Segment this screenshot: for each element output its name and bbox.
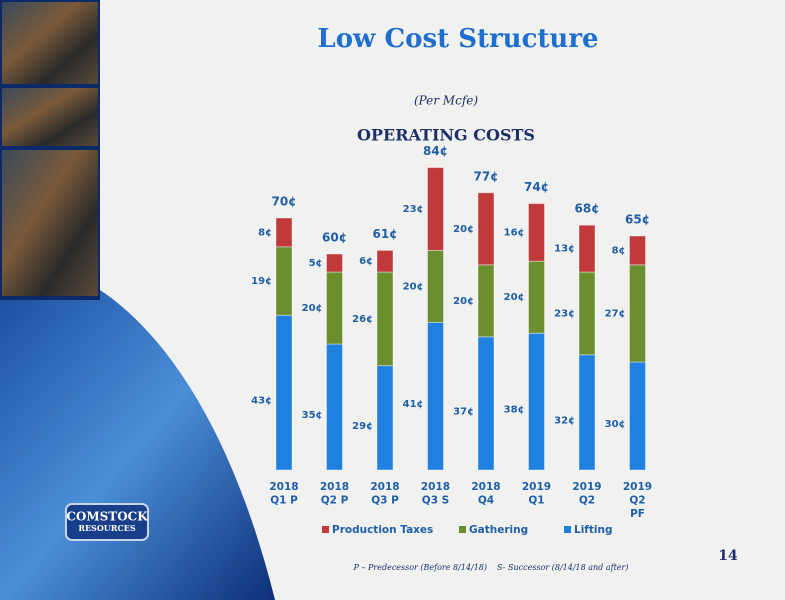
bar-segment: [427, 321, 444, 471]
x-tick-label: 2018: [471, 481, 500, 493]
x-tick-label: Q3 S: [422, 495, 449, 507]
x-tick-label: Q4: [478, 495, 494, 507]
bar-segment: [578, 354, 596, 471]
x-tick-label: 2018: [421, 481, 450, 493]
x-tick-label: 2019: [623, 481, 652, 493]
subtitle: (Per Mcfe): [414, 94, 478, 108]
value-label: 38¢: [504, 405, 525, 416]
value-label: 20¢: [453, 224, 474, 235]
total-label: 77¢: [473, 169, 498, 183]
value-label: 20¢: [403, 281, 424, 292]
x-tick-label: Q3 P: [371, 495, 399, 507]
x-tick-label: Q1 P: [270, 495, 298, 507]
bar-segment: [629, 361, 646, 471]
total-label: 74¢: [524, 180, 549, 194]
bar-segment: [376, 365, 394, 471]
legend-label: Gathering: [469, 524, 528, 536]
legend-swatch: [322, 526, 329, 533]
value-label: 41¢: [403, 399, 424, 410]
x-tick-label: 2018: [269, 481, 298, 493]
bar-segment: [326, 271, 343, 345]
total-label: 61¢: [372, 227, 397, 241]
bar-segment: [326, 343, 343, 471]
total-label: 84¢: [423, 144, 448, 158]
value-label: 43¢: [251, 396, 272, 407]
legend-swatch: [564, 526, 571, 533]
x-tick-label: Q2 P: [321, 495, 349, 507]
value-label: 20¢: [504, 292, 525, 303]
bar-segment: [376, 249, 394, 273]
value-label: 26¢: [352, 314, 373, 325]
page-number: 14: [718, 548, 738, 564]
bar-segment: [528, 260, 545, 334]
x-tick-label: Q2: [629, 495, 645, 507]
bar-segment: [326, 253, 343, 273]
value-label: 37¢: [453, 406, 474, 417]
x-tick-label: 2019: [522, 481, 551, 493]
photo: [2, 2, 98, 84]
bar-segment: [578, 224, 596, 273]
footnote: P – Predecessor (Before 8/14/18): [353, 563, 487, 572]
chart-title: OPERATING COSTS: [357, 126, 535, 145]
photo: [2, 150, 98, 296]
total-label: 60¢: [322, 231, 347, 245]
legend-swatch: [459, 526, 466, 533]
bar-segment: [477, 336, 495, 471]
value-label: 27¢: [605, 308, 626, 319]
x-tick-label: Q2: [579, 495, 595, 507]
bar-segment: [427, 249, 444, 323]
logo-box: [65, 503, 149, 541]
x-tick-label: PF: [630, 508, 645, 520]
logo-text: COMSTOCK: [66, 510, 148, 524]
bar-segment: [578, 271, 596, 356]
bar-segment: [528, 332, 545, 471]
value-label: 19¢: [251, 276, 272, 287]
value-label: 13¢: [554, 244, 575, 255]
bar-segment: [629, 235, 646, 266]
title: Low Cost Structure: [317, 24, 598, 54]
footnote: S- Successor (8/14/18 and after): [497, 563, 628, 572]
total-label: 68¢: [574, 202, 599, 216]
value-label: 23¢: [403, 204, 424, 215]
total-label: 65¢: [625, 213, 650, 227]
bar-segment: [376, 271, 394, 367]
value-label: 32¢: [554, 415, 575, 426]
x-tick-label: 2018: [370, 481, 399, 493]
value-label: 20¢: [453, 296, 474, 307]
x-tick-label: Q1: [528, 495, 544, 507]
value-label: 20¢: [302, 303, 323, 314]
bar-segment: [477, 192, 495, 266]
value-label: 30¢: [605, 419, 626, 430]
bar-segment: [629, 264, 646, 363]
logo-text: RESOURCES: [78, 523, 136, 533]
value-label: 35¢: [302, 410, 323, 421]
bar-segment: [528, 203, 545, 262]
bar-segment: [275, 217, 293, 248]
x-tick-label: 2019: [572, 481, 601, 493]
legend-label: Production Taxes: [332, 524, 433, 536]
value-label: 6¢: [359, 256, 373, 267]
value-label: 5¢: [309, 258, 323, 269]
value-label: 8¢: [258, 227, 272, 238]
value-label: 8¢: [612, 245, 626, 256]
value-label: 16¢: [504, 227, 525, 238]
legend-label: Lifting: [574, 524, 612, 536]
value-label: 23¢: [554, 308, 575, 319]
value-label: 29¢: [352, 421, 373, 432]
photo: [2, 88, 98, 146]
bar-segment: [275, 246, 293, 316]
bar-segment: [275, 314, 293, 471]
bar-segment: [427, 167, 444, 251]
total-label: 70¢: [271, 195, 296, 209]
x-tick-label: 2018: [320, 481, 349, 493]
bar-segment: [477, 264, 495, 338]
